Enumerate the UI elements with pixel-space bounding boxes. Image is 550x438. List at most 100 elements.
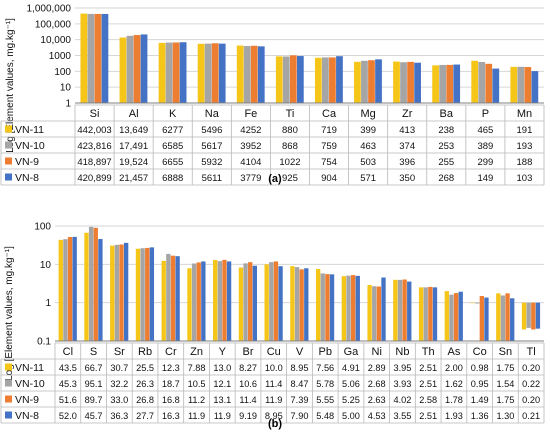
data-label: 25.5 [136, 363, 154, 373]
bar-vn-11-th [418, 287, 424, 341]
x-tick-label: Sn [499, 346, 512, 358]
bar-vn-9-mn [524, 66, 532, 103]
y-tick-label: 1,000,000 [27, 4, 72, 15]
bar-vn-10-pb [320, 273, 325, 341]
bar-vn-10-y [217, 261, 222, 341]
bar-vn-9-k [172, 42, 180, 103]
bar-vn-10-mg [361, 60, 368, 103]
data-label: 191 [517, 125, 533, 136]
legend-key-vn-9 [5, 395, 12, 403]
data-label: 399 [360, 125, 376, 136]
data-label: 11.9 [265, 395, 282, 405]
data-label: 3.95 [394, 363, 412, 373]
bar-vn-10-co [475, 302, 480, 304]
bar-vn-9-v [299, 269, 304, 341]
bar-vn-8-nb [407, 281, 412, 341]
bar-vn-8-sr [123, 242, 129, 341]
legend-key-vn-9 [5, 157, 12, 165]
bar-vn-10-ti [282, 56, 290, 103]
bar-vn-9-co [479, 296, 484, 341]
bar-vn-11-v [290, 266, 295, 341]
data-label: 7.90 [291, 411, 309, 421]
x-tick-label: Si [90, 108, 100, 120]
data-label: 6277 [162, 125, 183, 136]
x-tick-label: V [296, 346, 304, 358]
bar-vn-11-na [197, 43, 205, 103]
data-label: 21,457 [119, 173, 148, 184]
bar-vn-9-p [485, 63, 493, 103]
legend-label-vn-8: VN-8 [15, 172, 39, 184]
bar-vn-10-rb [140, 248, 145, 341]
panel-caption: (a) [268, 173, 282, 185]
data-label: 719 [321, 125, 337, 136]
data-label: 10.5 [188, 379, 206, 389]
bar-vn-11-cr [161, 260, 166, 341]
bar-vn-9-si [94, 13, 102, 104]
bar-vn-9-y [222, 259, 227, 341]
data-label: 5.48 [316, 411, 334, 421]
data-label: 8.47 [291, 379, 309, 389]
legend-label-vn-9: VN-9 [15, 156, 39, 168]
bar-vn-8-ca [336, 56, 343, 103]
data-label: 27.7 [136, 411, 154, 421]
bar-vn-9-al [133, 35, 141, 103]
bar-vn-10-p [478, 61, 486, 103]
data-label: 4.53 [368, 411, 386, 421]
bar-vn-11-s [84, 232, 89, 341]
bar-vn-10-v [294, 267, 300, 341]
bar-vn-9-as [453, 293, 459, 341]
data-label: 1.54 [496, 379, 514, 389]
data-label: 8.95 [291, 363, 309, 373]
bar-vn-8-k [179, 42, 187, 103]
data-label: 4.91 [342, 363, 360, 373]
data-label: 7.88 [188, 363, 206, 373]
y-tick-label: 0.1 [37, 337, 51, 348]
bar-vn-11-ni [367, 285, 372, 341]
bar-vn-8-th [432, 287, 438, 341]
data-label: 12.1 [213, 379, 231, 389]
data-label: 2.51 [419, 379, 437, 389]
bar-vn-8-ga [355, 275, 360, 341]
data-label: 8.95 [265, 411, 283, 421]
bar-vn-9-s [93, 227, 98, 341]
bar-vn-10-ba [439, 64, 446, 103]
data-label: 16.8 [162, 395, 180, 405]
y-axis-label: Log [Element values, mg.kg⁻¹] [4, 246, 15, 381]
data-label: 442,003 [77, 125, 111, 136]
data-label: 6655 [162, 157, 183, 168]
data-label: 2.51 [419, 363, 437, 373]
data-label: 12.3 [162, 363, 180, 373]
data-label: 418,897 [77, 157, 111, 168]
x-tick-label: Ca [322, 108, 337, 120]
data-label: 423,816 [77, 141, 111, 152]
bar-vn-9-br [248, 262, 253, 341]
data-label: 11.4 [265, 379, 282, 389]
bar-vn-8-ba [453, 64, 461, 103]
data-label: 0.98 [471, 363, 489, 373]
bar-vn-10-zr [400, 62, 407, 103]
data-label: 11.2 [188, 395, 205, 405]
bar-vn-11-mg [354, 61, 361, 103]
data-label: 396 [399, 157, 415, 168]
data-label: 1.75 [496, 363, 514, 373]
bar-vn-11-ti [275, 56, 283, 103]
bar-vn-10-tl [526, 302, 531, 328]
x-tick-label: Mn [517, 108, 532, 120]
data-label: 2.89 [368, 363, 386, 373]
data-label: 1.75 [496, 395, 514, 405]
data-label: 2.68 [368, 379, 386, 389]
data-label: 19,524 [119, 157, 148, 168]
data-label: 350 [399, 173, 415, 184]
data-label: 389 [477, 141, 493, 152]
data-label: 5.00 [342, 411, 360, 421]
bar-vn-10-ni [372, 286, 377, 341]
bar-vn-9-sr [119, 244, 124, 341]
data-label: 13.0 [213, 363, 231, 373]
data-label: 754 [321, 157, 337, 168]
data-label: 465 [477, 125, 493, 136]
data-label: 238 [438, 125, 454, 136]
data-label: 11.4 [239, 395, 256, 405]
data-label: 2.63 [368, 395, 386, 405]
legend-key-vn-11 [5, 125, 12, 133]
